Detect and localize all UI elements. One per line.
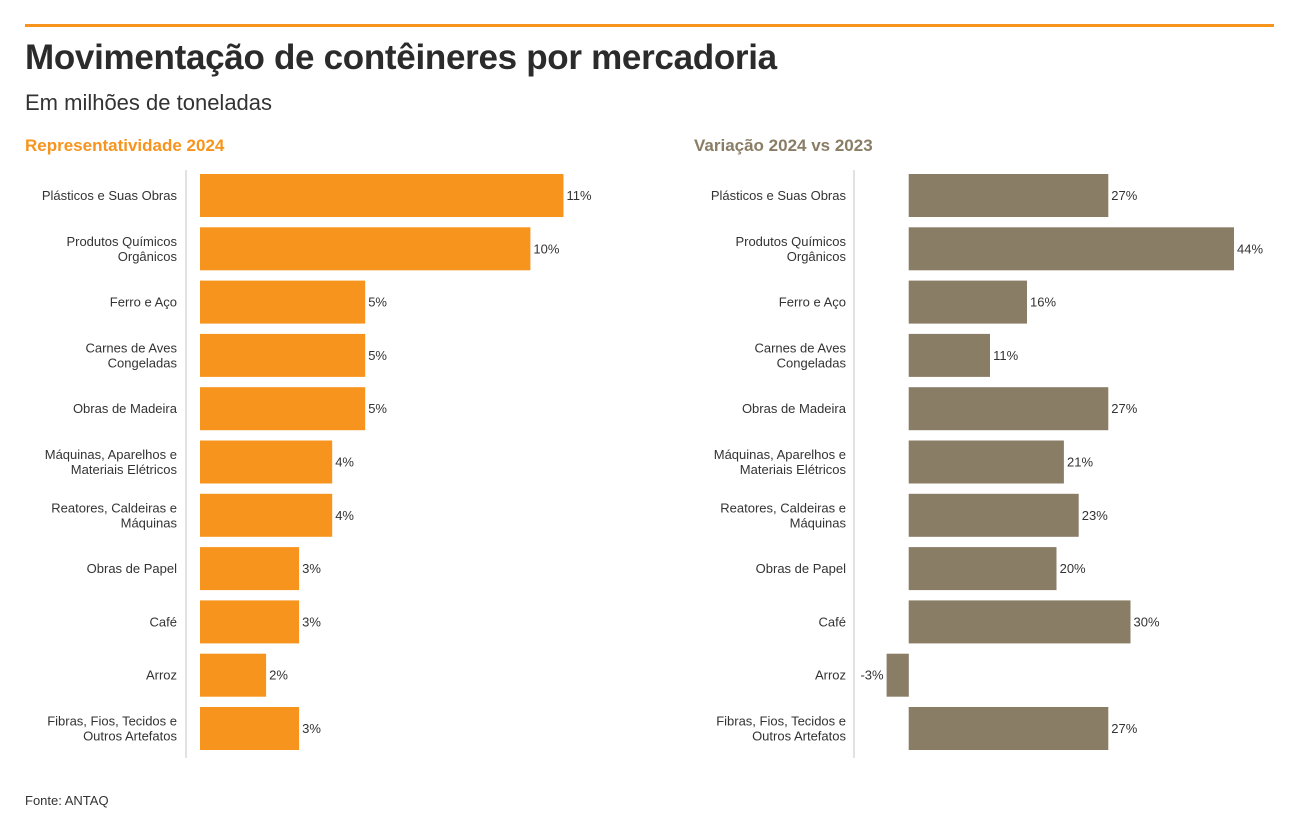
bar-arroz [886,653,909,697]
bar-plasticos-e-suas-obras [908,174,1109,217]
bar-carnes-de-aves-congeladas [200,333,366,377]
category-label: Outros Artefatos [752,729,846,744]
data-label: 27% [1111,721,1137,736]
category-label: Máquinas, Aparelhos e [45,447,177,462]
bar-obras-de-papel [200,547,300,591]
category-label: Materiais Elétricos [740,462,847,477]
data-label: 11% [567,188,592,203]
chart-title: Movimentação de contêineres por mercador… [25,38,777,77]
category-label: Obras de Papel [87,561,177,576]
data-label: 27% [1111,401,1137,416]
category-label: Congeladas [777,355,847,370]
data-label: 5% [368,295,387,310]
data-label: 23% [1082,508,1108,523]
category-label: Máquinas, Aparelhos e [714,447,846,462]
data-label: 5% [368,401,387,416]
category-label: Orgânicos [787,249,847,264]
bar-produtos-quimicos-organicos [200,227,531,271]
representatividade-bar-chart: Plásticos e Suas Obras 11% Produtos Químic… [42,170,592,758]
bar-maquinas-aparelhos-e-materiais-eletricos [200,440,333,484]
data-label: 3% [302,721,321,736]
category-label: Obras de Papel [756,561,846,576]
bar-maquinas-aparelhos-e-materiais-eletricos [908,440,1064,484]
bar-cafe [908,600,1131,644]
category-label: Reatores, Caldeiras e [51,500,177,515]
data-label: 4% [335,508,354,523]
bar-fibras-fios-tecidos-e-outros-artefatos [908,707,1109,750]
category-label: Arroz [815,668,846,683]
bar-fibras-fios-tecidos-e-outros-artefatos [200,707,300,750]
source-note: Fonte: ANTAQ [25,793,109,808]
category-label: Obras de Madeira [742,401,847,416]
bar-obras-de-papel [908,547,1057,591]
category-label: Fibras, Fios, Tecidos e [716,714,846,729]
bar-arroz [200,653,267,697]
data-label: 16% [1030,295,1056,310]
data-label: 20% [1060,561,1086,576]
category-label: Congeladas [108,355,178,370]
bar-produtos-quimicos-organicos [908,227,1234,271]
category-label: Carnes de Aves [85,340,177,355]
data-label: 11% [993,348,1018,363]
category-label: Ferro e Aço [110,295,177,310]
top-accent-rule [25,24,1274,27]
bar-cafe [200,600,300,644]
panel-title-representatividade: Representatividade 2024 [25,136,225,155]
variacao-bar-chart: Plásticos e Suas Obras 27% Produtos Químic… [711,170,1263,758]
category-label: Máquinas [790,515,847,530]
category-label: Plásticos e Suas Obras [711,188,847,203]
category-label: Arroz [146,668,177,683]
category-label: Café [819,614,846,629]
category-label: Obras de Madeira [73,401,178,416]
data-label: 21% [1067,455,1093,470]
category-label: Produtos Químicos [66,234,177,249]
bar-obras-de-madeira [908,387,1109,431]
category-label: Plásticos e Suas Obras [42,188,178,203]
category-label: Materiais Elétricos [71,462,178,477]
bar-ferro-e-aco [908,280,1027,324]
category-label: Fibras, Fios, Tecidos e [47,714,177,729]
chart-subtitle: Em milhões de toneladas [25,90,273,115]
data-label: 30% [1134,614,1160,629]
category-label: Ferro e Aço [779,295,846,310]
bar-obras-de-madeira [200,387,366,431]
data-label: -3% [860,668,884,683]
data-label: 4% [335,455,354,470]
category-label: Produtos Químicos [735,234,846,249]
bar-plasticos-e-suas-obras [200,174,564,217]
data-label: 44% [1237,241,1263,256]
bar-reatores-caldeiras-e-maquinas [200,493,333,537]
data-label: 10% [533,241,559,256]
bar-reatores-caldeiras-e-maquinas [908,493,1079,537]
category-label: Outros Artefatos [83,729,177,744]
category-label: Carnes de Aves [754,340,846,355]
data-label: 27% [1111,188,1137,203]
data-label: 3% [302,561,321,576]
data-label: 5% [368,348,387,363]
bar-carnes-de-aves-congeladas [908,333,990,377]
category-label: Orgânicos [118,249,178,264]
category-label: Reatores, Caldeiras e [720,500,846,515]
bar-ferro-e-aco [200,280,366,324]
data-label: 3% [302,614,321,629]
panel-title-variacao: Variação 2024 vs 2023 [694,136,873,155]
data-label: 2% [269,668,288,683]
category-label: Café [150,614,177,629]
category-label: Máquinas [121,515,178,530]
